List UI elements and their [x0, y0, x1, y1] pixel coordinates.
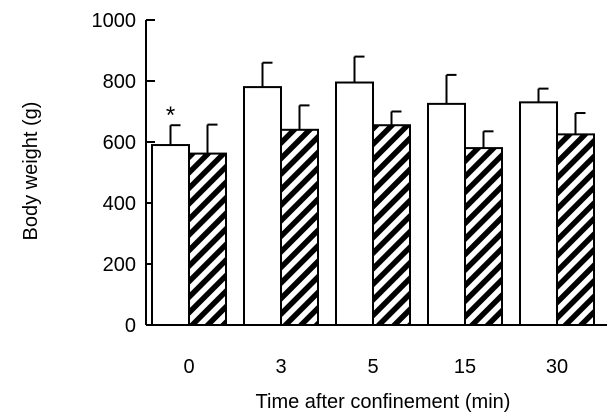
bar-hatched-30 [556, 133, 595, 326]
y-tick-label-600: 600 [103, 132, 136, 154]
bar-open-3 [243, 86, 282, 326]
x-axis-title: Time after confinement (min) [256, 391, 511, 413]
y-tick-label-200: 200 [103, 254, 136, 276]
bar-hatched-5 [372, 124, 411, 326]
x-tick-label-30: 30 [546, 356, 568, 378]
bar-open-30 [519, 101, 558, 326]
y-tick-label-1000: 1000 [92, 10, 137, 32]
y-axis-title: Body weight (g) [20, 102, 42, 241]
x-tick-label-15: 15 [454, 356, 476, 378]
bar-hatched-0 [188, 152, 227, 326]
bar-hatched-3 [280, 128, 319, 326]
significance-asterisk: * [166, 102, 175, 129]
y-tick-label-0: 0 [125, 315, 136, 337]
bar-open-15 [427, 102, 466, 326]
x-tick-label-3: 3 [275, 356, 286, 378]
y-tick-label-400: 400 [103, 193, 136, 215]
x-tick-label-5: 5 [367, 356, 378, 378]
y-tick-label-800: 800 [103, 71, 136, 93]
bar-hatched-15 [464, 147, 503, 326]
bar-open-5 [335, 81, 374, 327]
bar-open-0 [151, 144, 190, 326]
x-tick-label-0: 0 [183, 356, 194, 378]
